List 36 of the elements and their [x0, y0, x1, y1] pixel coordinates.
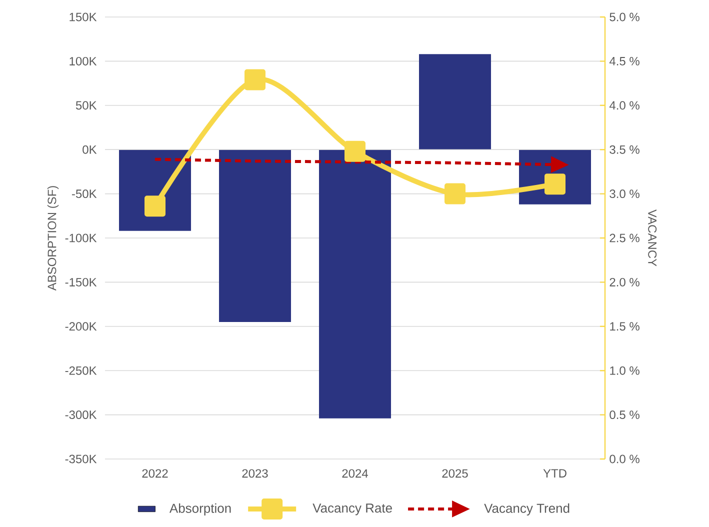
y-tick-label: -50K [72, 190, 97, 198]
y2-tick-label: 3.0 % [610, 190, 640, 198]
legend-label: Absorption [169, 503, 231, 516]
y-tick-label: -250K [65, 366, 97, 375]
y2-axis-title: VACANCY [648, 209, 657, 266]
y-tick-label: -350K [65, 454, 97, 464]
y-tick-label: -200K [65, 322, 97, 331]
point [244, 69, 266, 90]
y-axis-title: ABSORPTION (SF) [47, 186, 59, 291]
x-tick-label: YTD [543, 469, 566, 478]
y2-tick-label: 1.5 % [610, 322, 640, 331]
y-tick-label: 50K [76, 101, 97, 110]
y-tick-label: -150K [65, 278, 97, 286]
legend-label: Vacancy Rate [312, 504, 392, 516]
y-tick-label: 150K [70, 12, 97, 22]
y2-tick-label: 2.5 % [610, 234, 640, 242]
y2-tick-label: 0.5 % [610, 410, 640, 420]
point [344, 140, 366, 162]
y2-tick-label: 0.0 % [610, 454, 640, 464]
y-tick-label: 0K [82, 145, 97, 154]
y2-tick-label: 4.5 % [609, 56, 640, 66]
y2-tick-label: 1.0 % [610, 366, 640, 375]
y2-tick-label: 4.0 % [609, 101, 640, 110]
y2-tick-label: 2.0 % [610, 278, 640, 286]
y-tick-label: -100K [65, 234, 97, 242]
x-tick-label: 2024 [342, 469, 368, 478]
y-tick-label: 100K [70, 56, 97, 66]
x-tick-label: 2025 [442, 469, 468, 478]
y2-tick-label: 5.0 % [610, 12, 640, 22]
point [444, 183, 466, 204]
x-tick-label: 2023 [242, 469, 268, 478]
point [144, 196, 166, 217]
x-tick-label: 2022 [142, 469, 168, 478]
legend-label: Vacancy Trend [484, 503, 570, 516]
y2-tick-label: 3.5 % [610, 145, 640, 154]
y-tick-label: -300K [65, 410, 97, 420]
